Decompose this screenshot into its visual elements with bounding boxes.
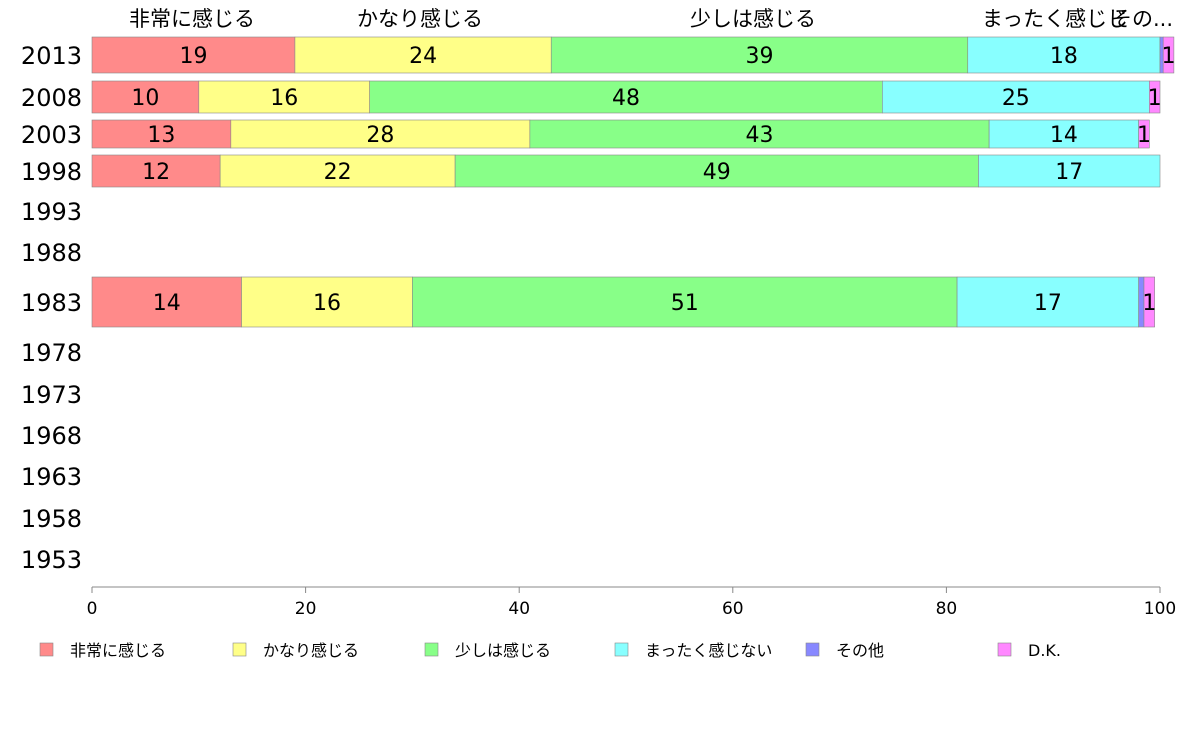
bar-1983-1 — [241, 276, 413, 328]
bar-1998-2 — [454, 154, 979, 188]
legend-label-0: 非常に感じる — [70, 641, 166, 660]
bar-value-2003-5: 1 — [1137, 123, 1151, 148]
x-tick-label-60: 60 — [722, 599, 744, 619]
bar-2013-5 — [1162, 36, 1175, 74]
bar-value-2013-1: 24 — [409, 44, 437, 69]
bar-1983-3 — [956, 276, 1139, 328]
bar-2003-2 — [529, 119, 990, 149]
x-tick-label-80: 80 — [936, 599, 958, 619]
bar-value-1983-0: 14 — [153, 291, 181, 316]
year-label-1988: 1988 — [21, 239, 82, 267]
bar-value-2008-5: 1 — [1148, 86, 1162, 111]
year-label-1973: 1973 — [21, 381, 82, 409]
bar-value-1983-5: 1 — [1142, 291, 1156, 316]
year-label-1978: 1978 — [21, 339, 82, 367]
year-label-1963: 1963 — [21, 463, 82, 491]
year-label-1993: 1993 — [21, 198, 82, 226]
bar-value-2008-3: 25 — [1002, 86, 1030, 111]
legend-label-2: 少しは感じる — [455, 641, 551, 660]
legend-swatch-2 — [424, 642, 439, 657]
x-tick-label-0: 0 — [87, 599, 98, 619]
legend-label-3: まったく感じない — [645, 641, 772, 660]
bar-2008-1 — [198, 80, 370, 114]
bar-2003-5 — [1138, 119, 1150, 149]
bar-1983-0 — [91, 276, 242, 328]
bar-1983-2 — [412, 276, 958, 328]
top-header-4: その... — [1111, 7, 1173, 31]
bar-2008-5 — [1149, 80, 1161, 114]
bar-value-2013-3: 18 — [1050, 44, 1078, 69]
year-labels: 2013 2008 2003 1998 1993 1988 1983 1978 1973 1968… — [21, 42, 82, 574]
legend-swatch-4 — [805, 642, 820, 657]
legend-swatch-3 — [614, 642, 629, 657]
year-label-1968: 1968 — [21, 422, 82, 450]
bar-1998-0 — [91, 154, 221, 188]
bar-value-1983-3: 17 — [1034, 291, 1062, 316]
bar-2013-1 — [294, 36, 552, 74]
legend-label-5: D.K. — [1028, 641, 1061, 660]
top-header-3: まったく感じじ — [982, 7, 1128, 31]
x-tick-label-40: 40 — [508, 599, 530, 619]
bar-value-2003-1: 28 — [366, 123, 394, 148]
legend-swatch-1 — [232, 642, 247, 657]
bar-value-2008-0: 10 — [131, 86, 159, 111]
year-label-1983: 1983 — [21, 289, 82, 317]
top-header-0: 非常に感じる — [129, 7, 255, 31]
bar-value-1983-2: 51 — [671, 291, 699, 316]
legend-swatch-5 — [997, 642, 1012, 657]
bar-value-1983-1: 16 — [313, 291, 341, 316]
year-label-1953: 1953 — [21, 546, 82, 574]
legend-label-1: かなり感じる — [263, 641, 359, 660]
bar-2008-0 — [91, 80, 200, 114]
legend-swatch-0 — [39, 642, 54, 657]
bar-value-2013-0: 19 — [179, 44, 207, 69]
bar-2013-3 — [967, 36, 1161, 74]
bar-1998-1 — [219, 154, 456, 188]
x-tick-label-20: 20 — [295, 599, 317, 619]
bar-value-2008-2: 48 — [612, 86, 640, 111]
bar-2003-1 — [230, 119, 531, 149]
year-label-1958: 1958 — [21, 505, 82, 533]
bar-value-2003-2: 43 — [746, 123, 774, 148]
bar-2008-3 — [882, 80, 1150, 114]
year-label-2008: 2008 — [21, 84, 82, 112]
bar-value-1998-0: 12 — [142, 160, 170, 185]
bar-2013-2 — [550, 36, 969, 74]
top-header-1: かなり感じる — [357, 7, 483, 31]
top-header-2: 少しは感じる — [690, 7, 816, 31]
year-label-2013: 2013 — [21, 42, 82, 70]
bar-2013-0 — [91, 36, 296, 74]
bar-value-2013-2: 39 — [746, 44, 774, 69]
bar-value-1998-3: 17 — [1055, 160, 1083, 185]
bar-value-2003-0: 13 — [147, 123, 175, 148]
bar-value-2008-1: 16 — [270, 86, 298, 111]
bar-value-2013-5: 1 — [1162, 44, 1176, 69]
x-axis: 0 20 40 60 80 100 — [87, 586, 1176, 619]
bar-1983-5 — [1143, 276, 1155, 328]
top-headers: 非常に感じる かなり感じる 少しは感じる まったく感じじその... — [129, 7, 1173, 31]
bar-2003-0 — [91, 119, 232, 149]
x-tick-label-100: 100 — [1144, 599, 1176, 619]
legend-label-4: その他 — [836, 641, 884, 660]
year-label-2003: 2003 — [21, 121, 82, 149]
bar-value-2003-3: 14 — [1050, 123, 1078, 148]
bar-2008-2 — [369, 80, 883, 114]
bar-value-1998-1: 22 — [324, 160, 352, 185]
year-label-1998: 1998 — [21, 158, 82, 186]
bar-value-1998-2: 49 — [703, 160, 731, 185]
legend: 非常に感じる かなり感じる 少しは感じる まったく感じない その他 D.K. — [39, 641, 1061, 660]
bars: 19 24 39 18 1 10 16 48 25 1 13 28 43 14 1 12 22 49 17 14 16 5… — [91, 36, 1176, 328]
bar-1998-3 — [978, 154, 1161, 188]
